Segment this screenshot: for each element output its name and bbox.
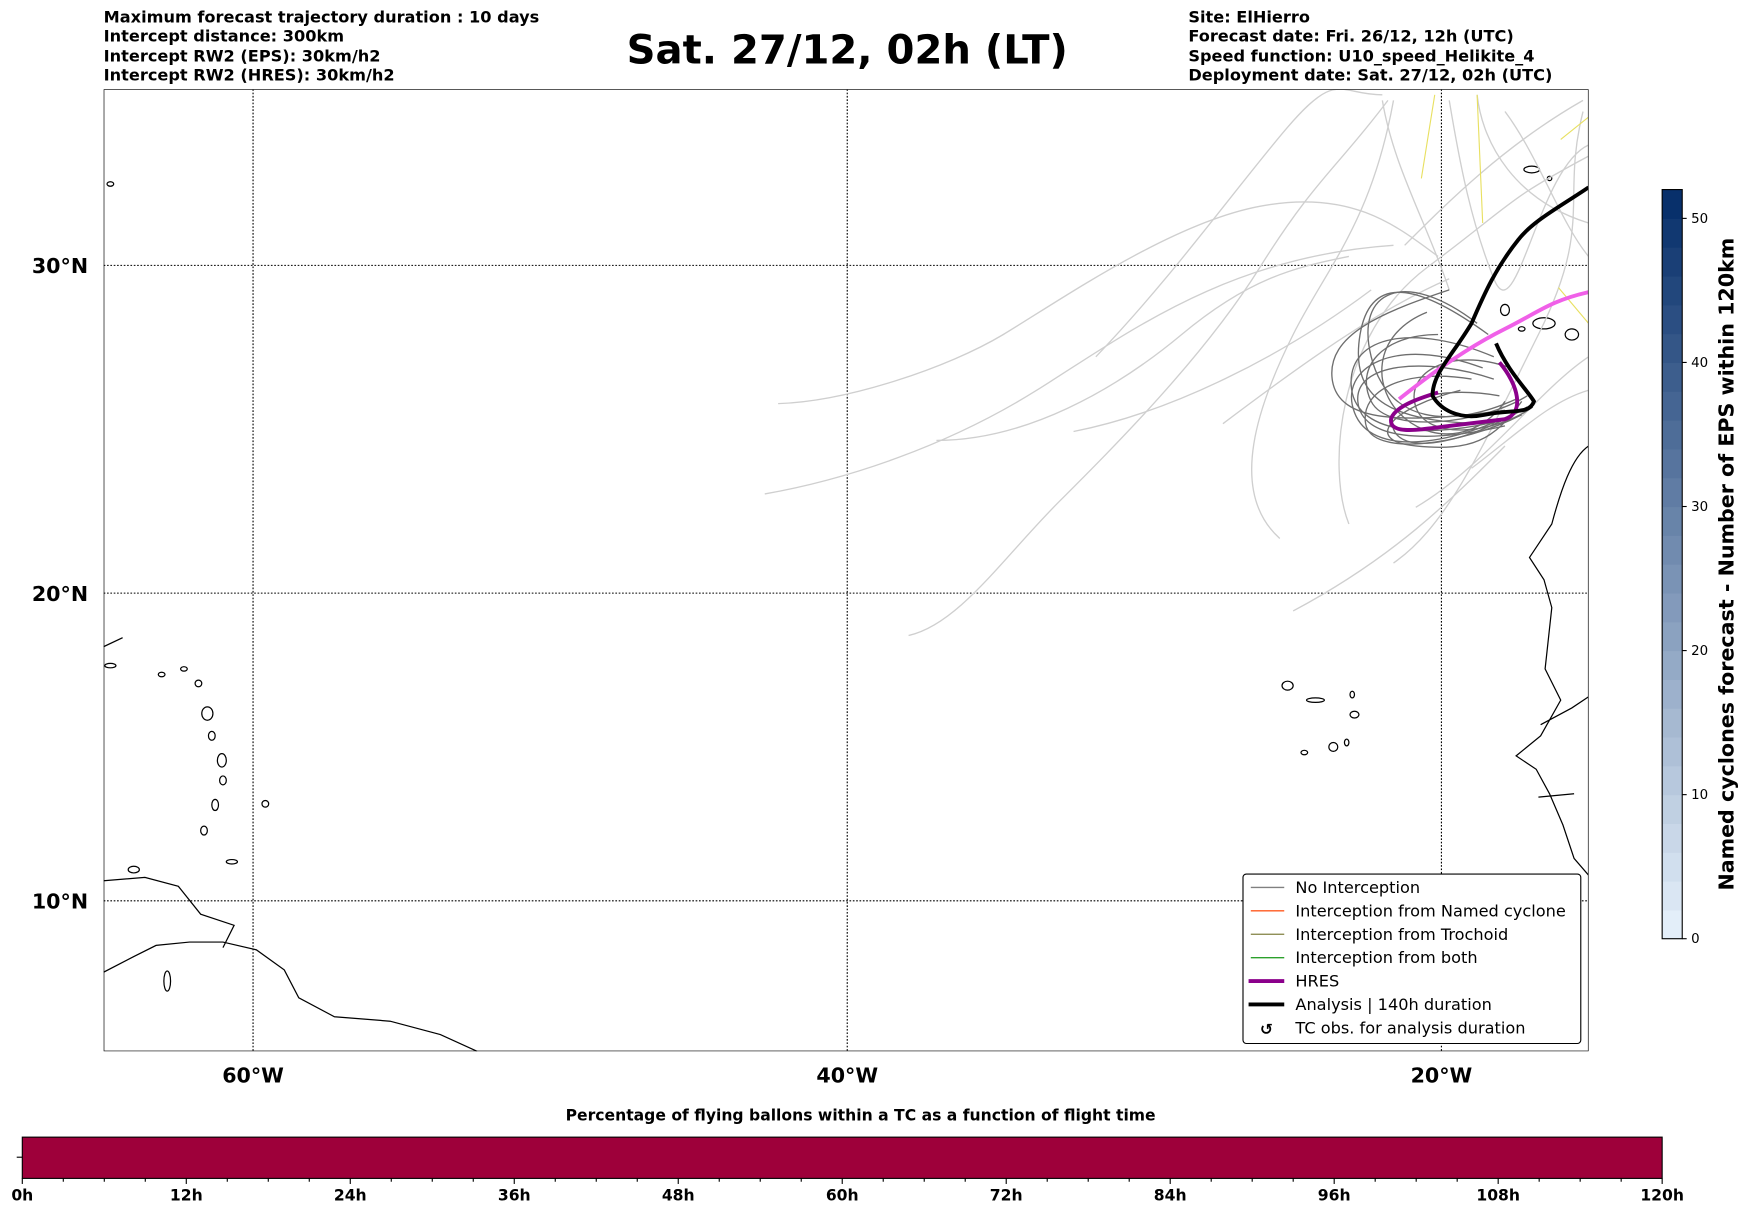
flight-bar-tick-label: 24h (334, 1187, 367, 1205)
header-left-line-2: Intercept distance: 300km (104, 26, 344, 45)
legend-label-hres: HRES (1295, 972, 1339, 991)
eps-trajectories-far (764, 89, 1589, 637)
legend-label-no-interception: No Interception (1295, 878, 1420, 897)
flight-bar-tick-label: 60h (826, 1187, 859, 1205)
cyclone-colorbar: 0 10 20 30 40 50 Named cyclones forecast - Nu… (1661, 189, 1739, 947)
flight-bar-fill (21, 1136, 1663, 1179)
legend-label-trochoid: Interception from Trochoid (1295, 925, 1508, 944)
colorbar-band (1662, 737, 1683, 767)
header-left-line-1: Maximum forecast trajectory duration : 1… (104, 7, 540, 26)
lon-label-40w: 40°W (816, 1064, 878, 1088)
flight-bar-title: Percentage of flying ballons within a TC… (566, 1106, 1156, 1124)
lat-label-20n: 20°N (32, 582, 88, 606)
colorbar-tick-label: 0 (1691, 932, 1700, 947)
colorbar-band (1662, 881, 1683, 911)
colorbar-tick-label: 50 (1691, 212, 1708, 227)
header-left-line-3: Intercept RW2 (EPS): 30km/h2 (104, 46, 381, 65)
colorbar-band (1662, 333, 1683, 364)
colorbar-band (1662, 564, 1683, 594)
colorbar-band (1662, 852, 1683, 882)
legend-label-tc-obs: TC obs. for analysis duration (1294, 1018, 1525, 1037)
colorbar-tick-label: 40 (1691, 356, 1708, 371)
colorbar-band (1662, 362, 1683, 392)
colorbar-band (1662, 420, 1683, 450)
flight-bar-tick-label: 96h (1318, 1187, 1351, 1205)
colorbar-band (1662, 621, 1683, 652)
colorbar-band (1662, 592, 1683, 623)
flight-bar-tick-label: 120h (1640, 1187, 1684, 1205)
colorbar-band (1662, 247, 1683, 277)
colorbar-band (1662, 650, 1683, 680)
lat-label-30n: 30°N (32, 254, 88, 278)
colorbar-band (1662, 189, 1683, 219)
colorbar-band (1662, 535, 1683, 565)
colorbar-band (1662, 477, 1683, 508)
eps-trajectories-near (1331, 289, 1534, 448)
colorbar-band (1662, 391, 1683, 421)
interception-trochoid-segments (1420, 94, 1589, 324)
colorbar-band (1662, 276, 1683, 306)
cyclone-icon: ↺ (1260, 1021, 1273, 1039)
flight-bar-tick-label: 72h (990, 1187, 1023, 1205)
colorbar-band (1662, 909, 1683, 940)
colorbar-band (1662, 708, 1683, 738)
header-right-line-4: Deployment date: Sat. 27/12, 02h (UTC) (1188, 65, 1552, 84)
legend: No Interception Interception from Named … (1242, 873, 1582, 1045)
flight-bar-tick-label: 84h (1154, 1187, 1187, 1205)
lat-label-10n: 10°N (32, 890, 88, 914)
header-right-line-3: Speed function: U10_speed_Helikite_4 (1188, 46, 1534, 65)
colorbar-band (1662, 823, 1683, 853)
flight-bar-tick-label: 48h (662, 1187, 695, 1205)
colorbar-label: Named cyclones forecast - Number of EPS … (1715, 238, 1739, 891)
header-right-line-1: Site: ElHierro (1188, 7, 1310, 26)
flight-bar-tick-label: 36h (498, 1187, 531, 1205)
flight-bar-tick-label: 0h (11, 1187, 33, 1205)
hres-trajectory (1389, 361, 1520, 432)
flight-time-bar: Percentage of flying ballons within a TC… (11, 1106, 1684, 1204)
flight-bar-tick-label: 12h (170, 1187, 203, 1205)
coastlines (103, 165, 1589, 1052)
colorbar-band (1662, 448, 1683, 479)
analysis-trajectory (1430, 185, 1589, 419)
colorbar-band (1662, 506, 1683, 536)
colorbar-band (1662, 679, 1683, 709)
header-left-line-4: Intercept RW2 (HRES): 30km/h2 (104, 65, 395, 84)
colorbar-band (1662, 304, 1683, 335)
colorbar-tick-label: 30 (1691, 500, 1708, 515)
colorbar-tick-label: 20 (1691, 644, 1708, 659)
colorbar-tick-label: 10 (1691, 788, 1708, 803)
legend-label-both: Interception from both (1295, 948, 1477, 967)
lon-label-60w: 60°W (222, 1064, 284, 1088)
legend-label-named-cyclone: Interception from Named cyclone (1295, 901, 1565, 920)
colorbar-band (1662, 794, 1683, 825)
figure-title: Sat. 27/12, 02h (LT) (627, 28, 1068, 74)
hres-extension-trajectory (1397, 290, 1589, 401)
colorbar-band (1662, 765, 1683, 796)
lon-label-20w: 20°W (1411, 1064, 1473, 1088)
colorbar-band (1662, 218, 1683, 248)
flight-bar-tick-label: 108h (1476, 1187, 1520, 1205)
header-right-line-2: Forecast date: Fri. 26/12, 12h (UTC) (1188, 26, 1513, 45)
legend-label-analysis: Analysis | 140h duration (1295, 995, 1491, 1014)
